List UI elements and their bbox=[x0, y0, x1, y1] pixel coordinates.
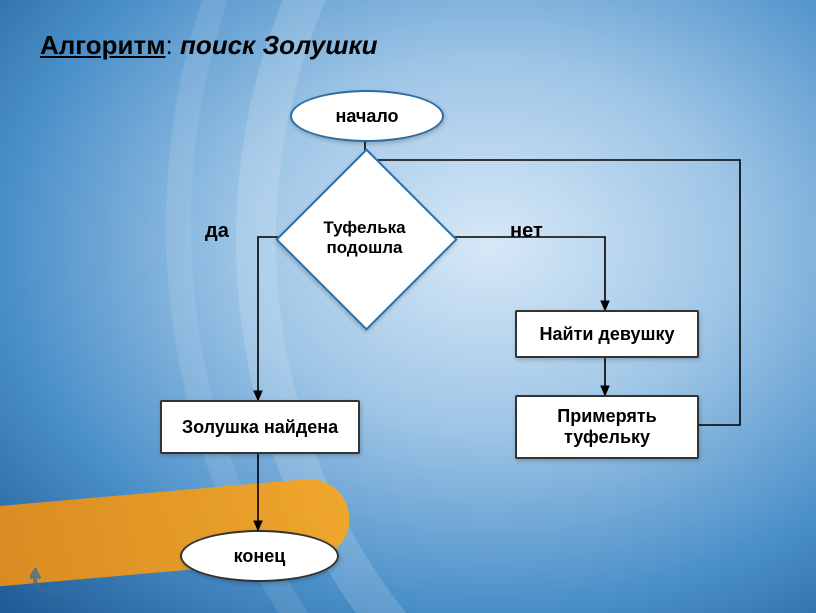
node-decision: Туфелька подошла bbox=[302, 175, 427, 300]
node-try_shoe: Примерять туфельку bbox=[515, 395, 699, 459]
node-end: конец bbox=[180, 530, 339, 582]
back-icon bbox=[30, 568, 70, 598]
node-start: начало bbox=[290, 90, 444, 142]
slide-stage: Алгоритм: поиск Золушки начало Туфелька п… bbox=[0, 0, 816, 613]
node-found: Золушка найдена bbox=[160, 400, 360, 454]
title-label: Алгоритм bbox=[40, 30, 166, 60]
edge-label-no: нет bbox=[510, 220, 543, 243]
node-find_girl: Найти девушку bbox=[515, 310, 699, 358]
edge-label-yes: да bbox=[205, 220, 229, 243]
slide-title: Алгоритм: поиск Золушки bbox=[40, 30, 378, 61]
title-subject: поиск Золушки bbox=[180, 30, 378, 60]
